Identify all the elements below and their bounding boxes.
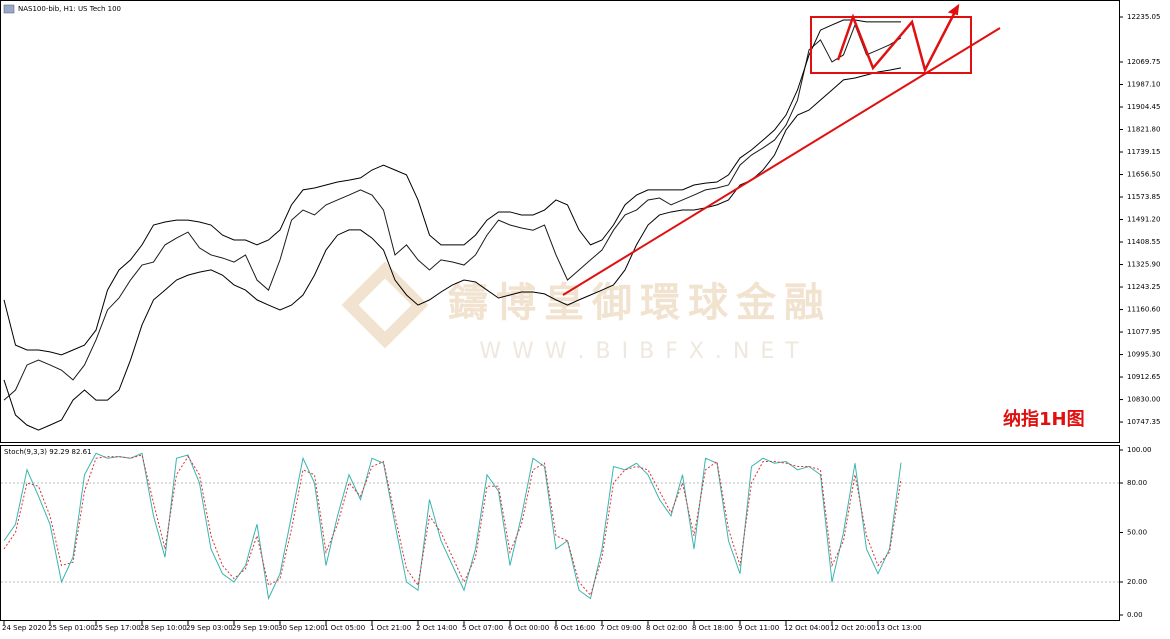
series-line [3, 454, 902, 597]
x-tick-label: 1 Oct 05:00 [324, 624, 365, 632]
x-tick-label: 12 Oct 20:00 [830, 624, 876, 632]
x-tick-label: 6 Oct 16:00 [554, 624, 595, 632]
y-tick-label: 11904.45 [1127, 103, 1160, 111]
stoch-panel [0, 445, 1120, 621]
series-line [3, 452, 902, 601]
annotation: 纳指1H图 [1003, 408, 1085, 430]
y-tick-label: 0.00 [1127, 611, 1143, 619]
trend-line [562, 27, 1001, 296]
y-tick-label: 11987.10 [1127, 81, 1160, 89]
y-tick-label: 11408.55 [1127, 238, 1160, 246]
x-tick-label: 8 Oct 18:00 [692, 624, 733, 632]
y-tick-label: 100.00 [1127, 446, 1152, 454]
series-line [3, 23, 902, 401]
y-tick-label: 80.00 [1127, 479, 1147, 487]
y-tick-label: 11656.50 [1127, 171, 1160, 179]
y-tick-label: 10747.35 [1127, 418, 1160, 426]
x-tick-label: 5 Oct 07:00 [462, 624, 503, 632]
x-tick-label: 24 Sep 2020 [2, 624, 46, 632]
x-tick-label: 29 Sep 03:00 [186, 624, 233, 632]
y-tick-label: 11573.85 [1127, 193, 1160, 201]
zigzag [836, 5, 960, 74]
symbol-icon [3, 4, 15, 14]
x-tick-label: 28 Sep 10:00 [140, 624, 187, 632]
y-tick-label: 11491.20 [1127, 216, 1160, 224]
x-tick-label: 30 Sep 12:00 [278, 624, 325, 632]
x-tick-label: 25 Sep 17:00 [94, 624, 141, 632]
y-tick-label: 11160.60 [1127, 306, 1160, 314]
x-tick-label: 29 Sep 19:00 [232, 624, 279, 632]
y-tick-label: 11739.15 [1127, 148, 1160, 156]
stoch-title: Stoch(9,3,3) 92.29 82.61 [4, 448, 92, 456]
x-tick-label: 6 Oct 00:00 [508, 624, 549, 632]
y-tick-label: 10830.00 [1127, 396, 1160, 404]
x-tick-label: 1 Oct 21:00 [370, 624, 411, 632]
y-tick-label: 12235.05 [1127, 13, 1160, 21]
x-tick-label: 9 Oct 11:00 [738, 624, 779, 632]
y-tick-label: 10995.30 [1127, 351, 1160, 359]
main-panel [0, 0, 1120, 443]
x-tick-label: 13 Oct 13:00 [876, 624, 922, 632]
y-tick-label: 11077.95 [1127, 328, 1160, 336]
series-line [3, 19, 901, 356]
header: NAS100-bib, H1: US Tech 100 [18, 5, 121, 13]
y-tick-label: 10912.65 [1127, 373, 1160, 381]
drawings [562, 3, 1001, 296]
x-tick-label: 7 Oct 09:00 [600, 624, 641, 632]
x-tick-label: 25 Sep 01:00 [48, 624, 95, 632]
y-tick-label: 12069.75 [1127, 58, 1160, 66]
watermark-name: 鑄博皇御環球金融 [447, 280, 832, 326]
y-tick-label: 11821.80 [1127, 126, 1160, 134]
range-box [810, 16, 972, 74]
watermark-logo [341, 261, 429, 349]
arrow-head [947, 3, 960, 16]
x-tick-label: 2 Oct 14:00 [416, 624, 457, 632]
y-tick-label: 11243.25 [1127, 283, 1160, 291]
x-tick-label: 8 Oct 02:00 [646, 624, 687, 632]
y-tick-label: 20.00 [1127, 578, 1147, 586]
y-tick-label: 11325.90 [1127, 261, 1160, 269]
y-tick-label: 50.00 [1127, 529, 1147, 537]
x-tick-label: 12 Oct 04:00 [784, 624, 830, 632]
watermark-url: W W W . B I B F X . N E T [479, 339, 800, 364]
